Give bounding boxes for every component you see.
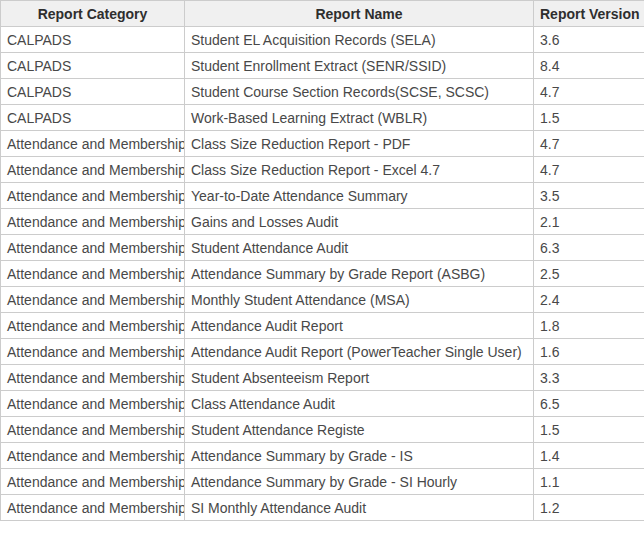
column-header-report-name: Report Name xyxy=(185,1,534,27)
table-row: Attendance and Membership Attendance Aud… xyxy=(1,339,644,365)
report-category-cell: Attendance and Membership xyxy=(1,209,185,235)
report-name-cell: SI Monthly Attendance Audit xyxy=(185,495,534,521)
report-name-cell: Attendance Summary by Grade Report (ASBG… xyxy=(185,261,534,287)
report-name-cell: Work-Based Learning Extract (WBLR) xyxy=(185,105,534,131)
column-header-report-category: Report Category xyxy=(1,1,185,27)
report-name-cell: Student Course Section Records(SCSE, SCS… xyxy=(185,79,534,105)
table-row: Attendance and Membership Attendance Sum… xyxy=(1,443,644,469)
report-version-cell: 4.7 xyxy=(534,157,644,183)
table-row: Attendance and Membership Student Absent… xyxy=(1,365,644,391)
table-row: Attendance and Membership Year-to-Date A… xyxy=(1,183,644,209)
report-category-cell: Attendance and Membership xyxy=(1,469,185,495)
report-version-cell: 1.1 xyxy=(534,469,644,495)
table-row: CALPADS Student Course Section Records(S… xyxy=(1,79,644,105)
report-version-cell: 2.1 xyxy=(534,209,644,235)
reports-table: Report Category Report Name Report Versi… xyxy=(0,0,644,521)
table-row: Attendance and Membership SI Monthly Att… xyxy=(1,495,644,521)
report-category-cell: CALPADS xyxy=(1,105,185,131)
report-name-cell: Class Size Reduction Report - Excel 4.7 xyxy=(185,157,534,183)
report-category-cell: Attendance and Membership xyxy=(1,157,185,183)
table-row: Attendance and Membership Attendance Sum… xyxy=(1,261,644,287)
table-row: Attendance and Membership Student Attend… xyxy=(1,417,644,443)
report-name-cell: Class Size Reduction Report - PDF xyxy=(185,131,534,157)
report-category-cell: Attendance and Membership xyxy=(1,313,185,339)
table-row: Attendance and Membership Monthly Studen… xyxy=(1,287,644,313)
table-row: Attendance and Membership Student Attend… xyxy=(1,235,644,261)
table-row: Attendance and Membership Attendance Sum… xyxy=(1,469,644,495)
report-name-cell: Student Attendance Registe xyxy=(185,417,534,443)
report-category-cell: Attendance and Membership xyxy=(1,131,185,157)
report-version-cell: 6.3 xyxy=(534,235,644,261)
table-row: Attendance and Membership Attendance Aud… xyxy=(1,313,644,339)
report-name-cell: Attendance Summary by Grade - SI Hourly xyxy=(185,469,534,495)
report-version-cell: 1.5 xyxy=(534,105,644,131)
report-version-cell: 2.4 xyxy=(534,287,644,313)
report-version-cell: 8.4 xyxy=(534,53,644,79)
report-version-cell: 6.5 xyxy=(534,391,644,417)
table-row: Attendance and Membership Class Size Red… xyxy=(1,157,644,183)
table-row: Attendance and Membership Class Size Red… xyxy=(1,131,644,157)
report-name-cell: Attendance Audit Report (PowerTeacher Si… xyxy=(185,339,534,365)
report-name-cell: Student Enrollment Extract (SENR/SSID) xyxy=(185,53,534,79)
report-category-cell: Attendance and Membership xyxy=(1,183,185,209)
report-version-cell: 4.7 xyxy=(534,131,644,157)
report-version-cell: 1.5 xyxy=(534,417,644,443)
report-category-cell: Attendance and Membership xyxy=(1,417,185,443)
report-category-cell: Attendance and Membership xyxy=(1,391,185,417)
report-category-cell: Attendance and Membership xyxy=(1,495,185,521)
report-version-cell: 1.6 xyxy=(534,339,644,365)
report-category-cell: CALPADS xyxy=(1,53,185,79)
report-version-cell: 1.2 xyxy=(534,495,644,521)
report-name-cell: Attendance Audit Report xyxy=(185,313,534,339)
report-version-cell: 3.6 xyxy=(534,27,644,53)
table-row: CALPADS Student EL Acquisition Records (… xyxy=(1,27,644,53)
table-row: Attendance and Membership Class Attendan… xyxy=(1,391,644,417)
table-row: CALPADS Work-Based Learning Extract (WBL… xyxy=(1,105,644,131)
report-version-cell: 2.5 xyxy=(534,261,644,287)
report-name-cell: Class Attendance Audit xyxy=(185,391,534,417)
report-name-cell: Attendance Summary by Grade - IS xyxy=(185,443,534,469)
report-category-cell: Attendance and Membership xyxy=(1,443,185,469)
report-category-cell: CALPADS xyxy=(1,27,185,53)
report-version-cell: 4.7 xyxy=(534,79,644,105)
header-row: Report Category Report Name Report Versi… xyxy=(1,1,644,27)
table-row: CALPADS Student Enrollment Extract (SENR… xyxy=(1,53,644,79)
report-category-cell: Attendance and Membership xyxy=(1,339,185,365)
report-version-cell: 3.5 xyxy=(534,183,644,209)
report-version-cell: 1.8 xyxy=(534,313,644,339)
report-version-cell: 3.3 xyxy=(534,365,644,391)
column-header-report-version: Report Version xyxy=(534,1,644,27)
report-version-cell: 1.4 xyxy=(534,443,644,469)
report-name-cell: Student Attendance Audit xyxy=(185,235,534,261)
report-category-cell: Attendance and Membership xyxy=(1,235,185,261)
report-name-cell: Gains and Losses Audit xyxy=(185,209,534,235)
report-name-cell: Monthly Student Attendance (MSA) xyxy=(185,287,534,313)
report-category-cell: Attendance and Membership xyxy=(1,365,185,391)
report-category-cell: CALPADS xyxy=(1,79,185,105)
report-name-cell: Year-to-Date Attendance Summary xyxy=(185,183,534,209)
report-name-cell: Student EL Acquisition Records (SELA) xyxy=(185,27,534,53)
report-category-cell: Attendance and Membership xyxy=(1,287,185,313)
report-category-cell: Attendance and Membership xyxy=(1,261,185,287)
report-name-cell: Student Absenteeism Report xyxy=(185,365,534,391)
table-row: Attendance and Membership Gains and Loss… xyxy=(1,209,644,235)
